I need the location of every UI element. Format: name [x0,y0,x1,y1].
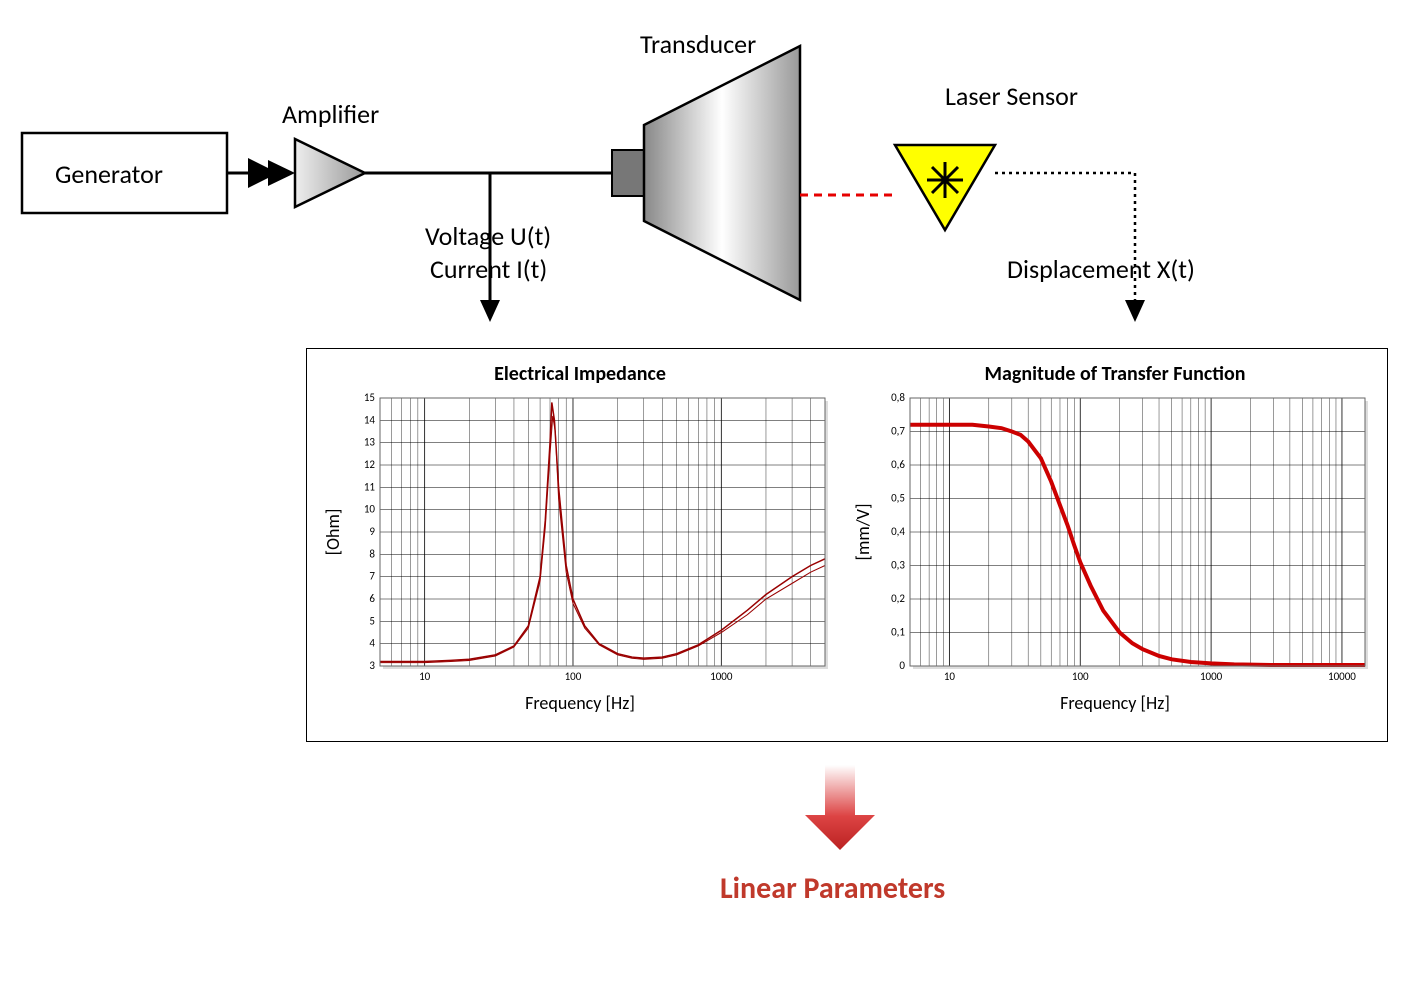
transducer-label: Transducer [640,28,756,60]
svg-text:9: 9 [369,525,375,538]
svg-text:8: 8 [369,547,375,560]
svg-text:[mm/V]: [mm/V] [855,504,874,561]
svg-text:12: 12 [364,458,376,471]
arrowhead-gen-amp [268,160,295,186]
svg-text:0,8: 0,8 [891,391,905,404]
voltage-label: Voltage U(t) [425,220,551,252]
svg-text:10000: 10000 [1328,670,1356,683]
chart-transfer: Magnitude of Transfer Function 0 0,1 0,2 0,… [855,362,1375,714]
svg-text:100: 100 [565,670,582,683]
transducer-magnet [612,150,644,196]
current-label: Current I(t) [430,253,547,285]
output-label: Linear Parameters [720,870,945,907]
svg-text:0: 0 [899,659,905,672]
svg-text:7: 7 [369,570,375,583]
svg-text:0,5: 0,5 [891,492,905,505]
chart-transfer-title: Magnitude of Transfer Function [855,362,1375,386]
svg-text:6: 6 [369,592,375,605]
svg-text:0,3: 0,3 [891,559,905,572]
svg-text:0,4: 0,4 [891,525,905,538]
svg-text:11: 11 [364,480,376,493]
svg-text:0,2: 0,2 [891,592,905,605]
chart-impedance-title: Electrical Impedance [325,362,835,386]
gradient-arrow-down [800,765,880,855]
displacement-label: Displacement X(t) [1007,253,1195,285]
dotted-arrowhead [1125,300,1145,322]
generator-label: Generator [55,158,163,190]
svg-text:10: 10 [944,670,956,683]
tap-arrowhead [480,300,500,322]
svg-text:5: 5 [369,614,375,627]
amplifier-symbol [295,139,365,207]
svg-text:10: 10 [419,670,431,683]
svg-text:1000: 1000 [710,670,733,683]
svg-text:13: 13 [364,436,376,449]
svg-text:1000: 1000 [1200,670,1223,683]
chart-impedance-xlabel: Frequency [Hz] [325,692,835,714]
amplifier-label: Amplifier [282,98,379,130]
svg-text:3: 3 [369,659,375,672]
svg-text:10: 10 [364,503,376,516]
svg-text:15: 15 [364,391,375,404]
svg-text:100: 100 [1072,670,1089,683]
chart-transfer-svg: 0 0,1 0,2 0,3 0,4 0,5 0,6 0,7 0,8 10 100 1000 10000 [… [855,390,1375,690]
chart-transfer-xlabel: Frequency [Hz] [855,692,1375,714]
svg-text:[Ohm]: [Ohm] [325,509,344,556]
svg-text:14: 14 [364,413,376,426]
svg-text:0,7: 0,7 [891,425,905,438]
laser-sensor-label: Laser Sensor [945,80,1078,112]
svg-text:0,1: 0,1 [891,626,905,639]
transducer-cone [644,46,800,300]
chart-impedance-svg: 3 4 5 6 7 8 9 10 11 12 13 14 15 10 100 1000 [Ohm] [325,390,835,690]
chart-impedance: Electrical Impedance 3 4 5 6 7 8 9 10 11 12 13 14 15… [325,362,835,714]
laser-burst-icon [927,162,963,198]
svg-text:0,6: 0,6 [891,458,905,471]
svg-text:4: 4 [369,637,375,650]
